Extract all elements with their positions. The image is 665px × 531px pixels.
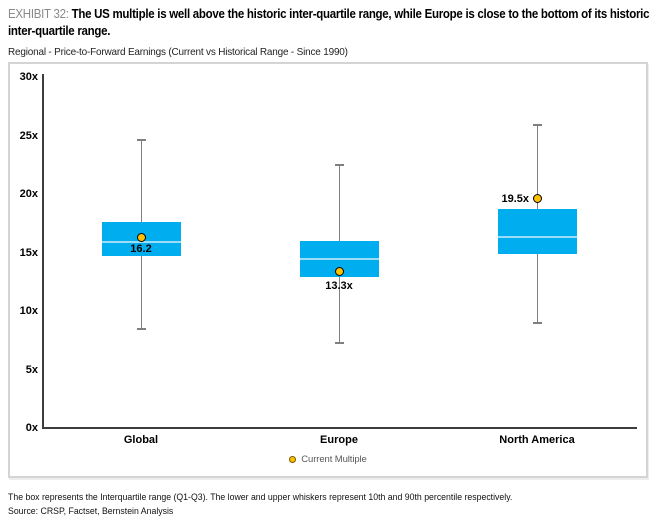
current-value-label: 13.3x: [325, 280, 353, 293]
iqr-box: [497, 209, 577, 254]
current-value-label: 19.5x: [501, 192, 529, 205]
exhibit-number: EXHIBIT 32:: [8, 7, 69, 21]
y-axis-tick-label: 20x: [19, 188, 38, 200]
category-label: North America: [499, 434, 575, 446]
exhibit-header: EXHIBIT 32: The US multiple is well abov…: [8, 6, 663, 40]
boxplot-chart: 0x 5x 10x 15x 20x 25x 30x 16.2 Global 13.3x Europe…: [8, 62, 648, 478]
y-axis-tick-label: 0x: [25, 422, 38, 434]
category-label: Europe: [320, 434, 358, 446]
median-line: [299, 257, 379, 260]
footnote-source: Source: CRSP, Factset, Bernstein Analysi…: [8, 506, 174, 516]
current-value-label: 16.2: [130, 243, 152, 256]
y-axis-tick-label: 15x: [19, 246, 38, 259]
exhibit-title-text: The US multiple is well above the histor…: [8, 7, 650, 38]
y-axis-tick-label: 5x: [25, 363, 38, 376]
chart-legend: Current Multiple: [10, 454, 646, 465]
median-line: [497, 236, 577, 239]
current-multiple-dot: [136, 232, 146, 242]
current-multiple-dot: [532, 194, 542, 204]
y-axis-tick-label: 10x: [19, 305, 38, 317]
whisker-cap-top: [532, 124, 542, 127]
exhibit-title: EXHIBIT 32: The US multiple is well abov…: [8, 6, 663, 40]
footnote-definition: The box represents the Interquartile ran…: [8, 492, 513, 502]
median-line: [101, 241, 181, 244]
whisker-cap-bottom: [334, 341, 344, 344]
whisker-cap-bottom: [136, 327, 146, 330]
chart-footnotes: The box represents the Interquartile ran…: [8, 490, 665, 518]
current-multiple-legend-icon: [289, 456, 297, 463]
current-multiple-dot: [334, 266, 344, 276]
chart-subtitle: Regional - Price-to-Forward Earnings (Cu…: [8, 46, 348, 58]
x-axis-line: [43, 427, 637, 429]
category-label: Global: [123, 434, 159, 446]
whisker-cap-top: [334, 163, 344, 166]
y-axis-line: [42, 74, 44, 429]
whisker-cap-bottom: [532, 321, 542, 324]
whisker-cap-top: [136, 139, 146, 142]
y-axis-tick-label: 30x: [19, 71, 38, 83]
y-axis-tick-label: 25x: [19, 129, 38, 142]
legend-label: Current Multiple: [301, 454, 367, 465]
